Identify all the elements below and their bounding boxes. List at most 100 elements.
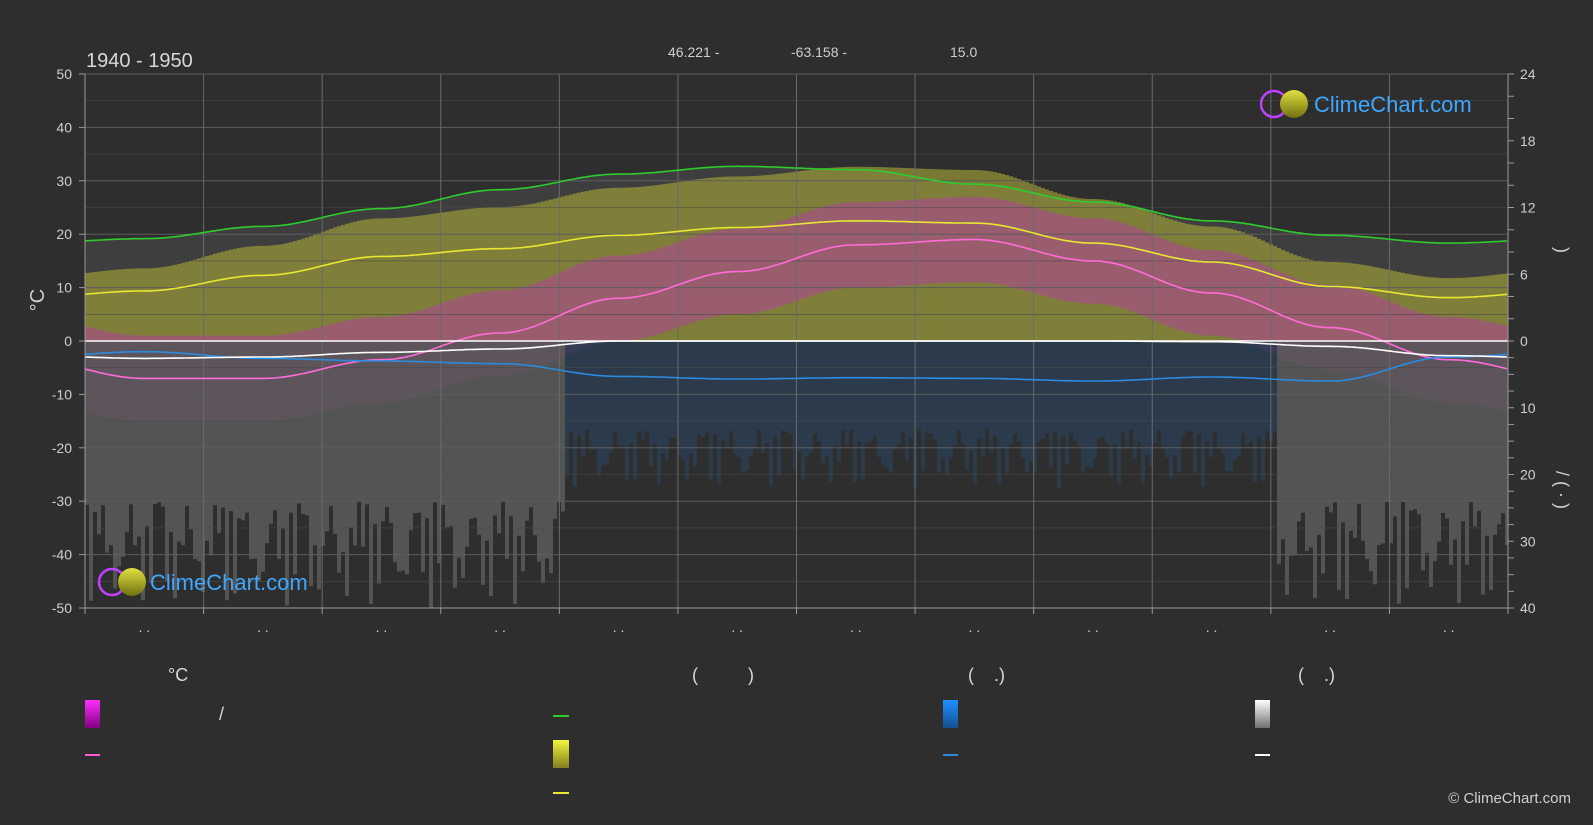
precipitation-band [129,341,133,505]
precipitation-band [641,341,645,440]
sunshine-band [1001,173,1005,341]
sunshine-band [1441,277,1445,341]
sunshine-band [949,169,953,341]
sunshine-band [1181,222,1185,341]
precipitation-band [145,341,149,527]
sunshine-band [249,246,253,341]
precipitation-band [1281,341,1285,540]
precipitation-band [689,341,693,454]
sunshine-band [265,245,269,341]
precipitation-band [133,341,137,546]
sunshine-band [165,266,169,341]
precipitation-band [833,341,837,446]
copyright: © ClimeChart.com [1448,790,1571,807]
sunshine-band [333,227,337,341]
sunshine-band [485,207,489,341]
precipitation-band [597,341,601,476]
sunshine-band [517,205,521,341]
precipitation-band [1325,341,1329,507]
legend-temp-header: °C [168,665,189,685]
precipitation-band [1009,341,1013,445]
sunshine-band [1377,267,1381,341]
sunshine-band [1301,257,1305,341]
precipitation-band [425,341,429,519]
sunshine-band [201,257,205,341]
precipitation-band [1057,341,1061,488]
precipitation-band [1121,341,1125,433]
x-tick-label: . . [138,619,150,635]
precipitation-band [397,341,401,572]
precipitation-band [349,341,353,528]
precipitation-band [601,341,605,466]
sunshine-band [1425,276,1429,341]
y-left-tick-label: -40 [52,547,72,563]
sunshine-band [997,172,1001,341]
sunshine-band [1265,242,1269,341]
sunshine-band [93,271,97,341]
sunshine-band [1501,273,1505,341]
sunshine-band [441,212,445,341]
precipitation-band [1217,341,1221,447]
sunshine-band [221,251,225,341]
precipitation-band [221,341,225,508]
precipitation-band [737,341,741,458]
precipitation-band [581,341,585,457]
y-left-tick-label: 30 [56,173,72,189]
sunshine-band [645,186,649,341]
precipitation-band [693,341,697,466]
sunshine-band [1361,264,1365,341]
sunshine-band [1353,263,1357,341]
precipitation-band [729,341,733,432]
sunshine-band [1497,274,1501,341]
precipitation-band [225,341,229,601]
sunshine-band [937,169,941,341]
legend-rain-header: ( .) [968,665,1005,685]
sunshine-band [225,250,229,341]
sunshine-band [1257,238,1261,341]
precipitation-band [1321,341,1325,574]
sunshine-band [1081,198,1085,341]
precipitation-band [801,341,805,480]
x-tick-label: . . [850,619,862,635]
y-left-tick-label: 40 [56,119,72,135]
precipitation-band [1397,341,1401,604]
sunshine-band [1409,274,1413,341]
sunshine-band [901,167,905,341]
sunshine-band [149,268,153,341]
period-label: 1940 - 1950 [86,50,193,72]
sunshine-band [209,254,213,341]
sunshine-band [357,220,361,341]
precipitation-band [409,341,413,531]
precipitation-band [617,341,621,446]
y-left-tick-label: -50 [52,600,72,616]
longitude-label: -63.158 - [791,44,847,60]
sunshine-band [257,245,261,341]
precipitation-band [865,341,869,444]
precipitation-band [389,341,393,523]
precipitation-band [285,341,289,606]
sunshine-band [229,249,233,341]
sunshine-band [1077,198,1081,341]
precipitation-band [921,341,925,471]
sunshine-band [1221,227,1225,341]
precipitation-band [1441,341,1445,513]
precipitation-band [1105,341,1109,444]
sunshine-band [825,168,829,341]
legend-sunshine-mean-swatch [553,792,569,794]
sunshine-band [1093,199,1097,341]
logo-sun-icon [1280,90,1308,118]
sunshine-band [1449,278,1453,341]
sunshine-band [853,166,857,341]
sunshine-band [1177,221,1181,341]
sunshine-band [549,199,553,341]
precipitation-band [1373,341,1377,585]
sunshine-band [933,169,937,341]
legend-snow-header: ( .) [1298,665,1335,685]
sunshine-band [861,166,865,341]
precipitation-band [957,341,961,431]
sunshine-band [1209,226,1213,341]
precipitation-band [289,341,293,513]
sunshine-band [617,187,621,341]
sunshine-band [429,214,433,341]
sunshine-band [1205,226,1209,341]
